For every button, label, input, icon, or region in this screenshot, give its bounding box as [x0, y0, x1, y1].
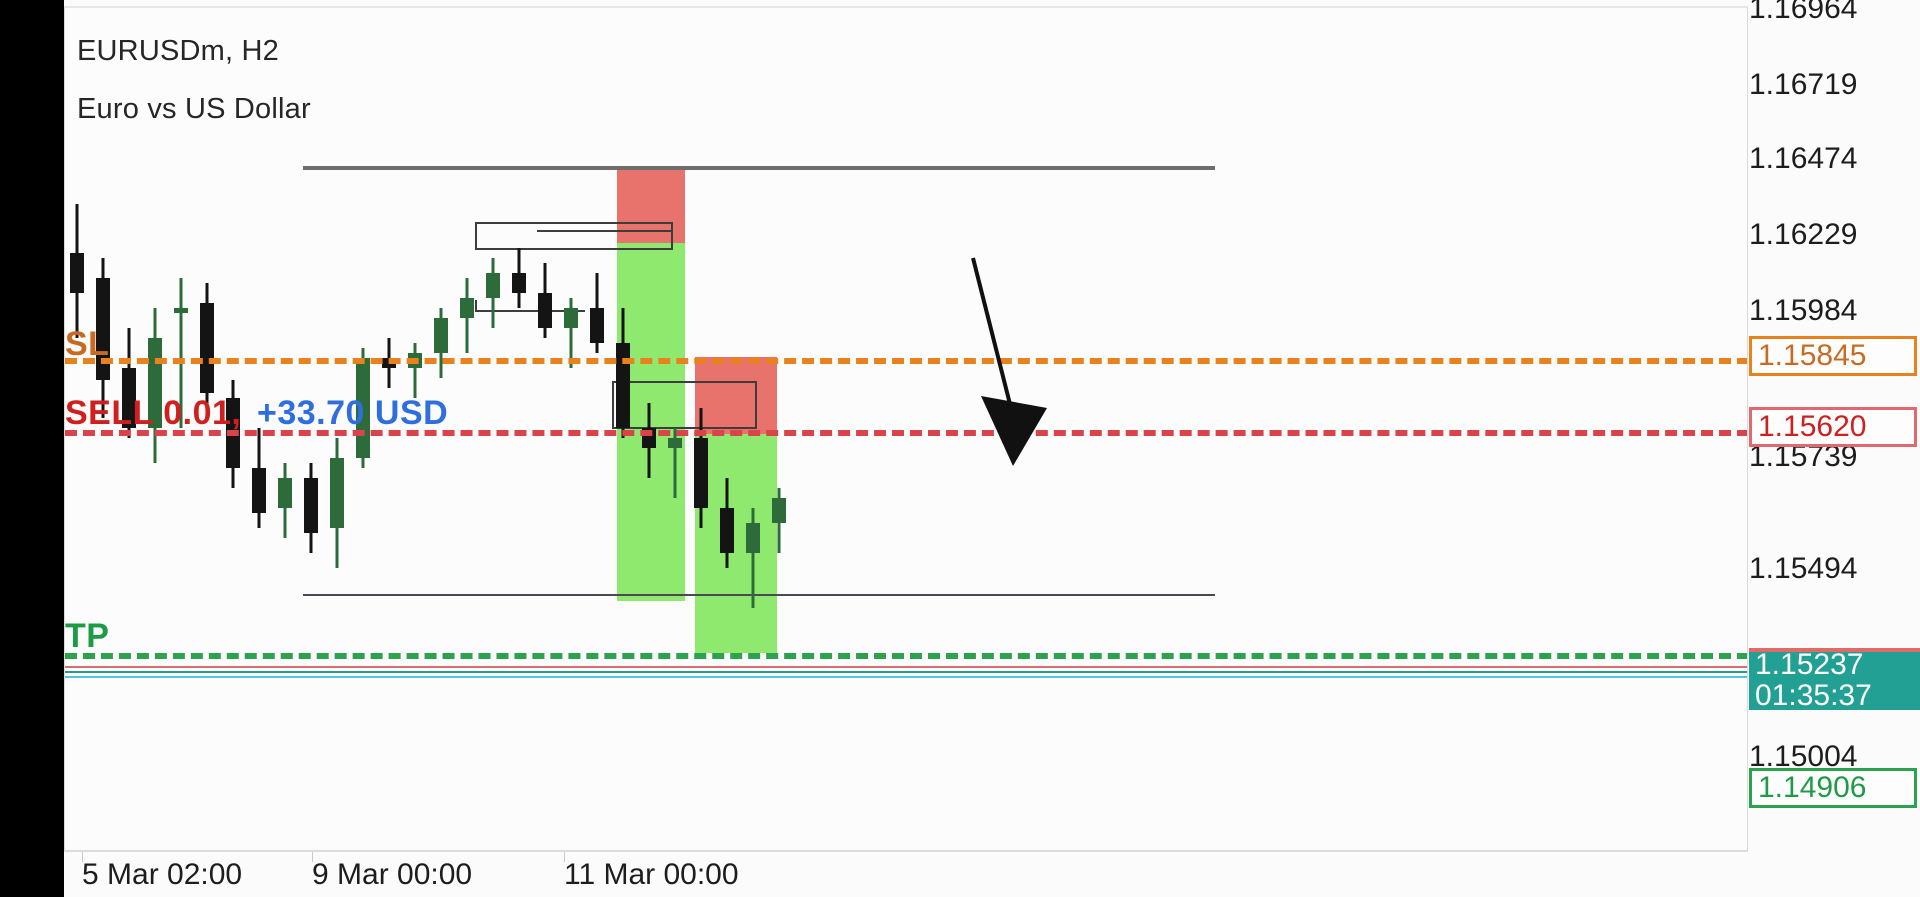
position-profit-label: +33.70 USD [257, 394, 449, 432]
time-axis-label: 9 Mar 00:00 [312, 858, 473, 891]
stop-loss-line[interactable] [65, 358, 1747, 364]
tp-price-badge[interactable]: 1.14906 [1749, 768, 1917, 808]
reward-zone-2 [695, 434, 777, 653]
down-arrow-icon [971, 257, 1047, 466]
price-axis[interactable]: 1.16964 1.16719 1.16474 1.16229 1.15984 … [1749, 0, 1920, 897]
price-axis-label: 1.15494 [1749, 552, 1858, 585]
measure-box-1-top [537, 230, 673, 232]
sl-price-badge[interactable]: 1.15845 [1749, 336, 1917, 376]
measure-box-2 [612, 381, 757, 429]
time-axis[interactable]: 5 Mar 02:00 9 Mar 00:00 11 Mar 00:00 [64, 851, 1748, 897]
current-price-badge[interactable]: 1.15237 01:35:37 [1749, 648, 1920, 712]
sell-order-label: SELL 0.01, [65, 394, 242, 432]
bid-price-line [65, 671, 1747, 673]
ask-price-line [65, 666, 1747, 668]
chart-symbol-description: Euro vs US Dollar [77, 93, 311, 125]
current-price-value: 1.15237 [1755, 648, 1864, 682]
tp-label: TP [65, 617, 110, 655]
support-line [303, 594, 1215, 596]
risk-zone-2 [695, 357, 777, 434]
candlestick-series [70, 204, 786, 608]
take-profit-line[interactable] [65, 653, 1747, 659]
time-axis-label: 11 Mar 00:00 [564, 858, 739, 891]
entry-price-badge[interactable]: 1.15620 [1749, 407, 1917, 447]
chart-symbol-title: EURUSDm, H2 [77, 35, 279, 67]
chart-panel[interactable]: SL TP SELL 0.01, +33.70 USD EURUSDm, H2 … [64, 6, 1748, 851]
bar-countdown-timer: 01:35:37 [1755, 679, 1872, 712]
sl-label: SL [65, 325, 110, 363]
time-axis-label: 5 Mar 02:00 [82, 858, 243, 891]
resistance-line [303, 166, 1215, 170]
chart-plot-area[interactable]: SL TP SELL 0.01, +33.70 USD EURUSDm, H2 … [65, 8, 1747, 850]
price-axis-label: 1.16474 [1749, 142, 1858, 175]
price-axis-label: 1.16964 [1749, 0, 1858, 25]
price-axis-label: 1.16229 [1749, 218, 1858, 251]
price-axis-label: 1.15984 [1749, 294, 1858, 327]
last-price-line [65, 676, 1747, 678]
measure-bracket-1 [475, 300, 585, 312]
left-black-gutter [0, 0, 64, 897]
entry-price-line[interactable] [65, 430, 1747, 436]
price-axis-label: 1.15004 [1749, 740, 1858, 773]
price-axis-label: 1.16719 [1749, 68, 1858, 101]
measure-box-1 [475, 222, 673, 250]
